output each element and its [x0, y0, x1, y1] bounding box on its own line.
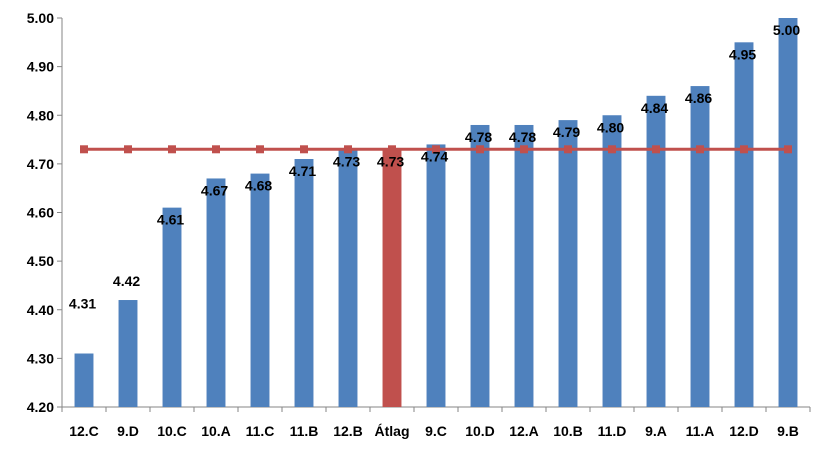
bar — [646, 95, 666, 408]
data-label: 4.80 — [597, 119, 624, 135]
data-label: 4.86 — [685, 90, 712, 106]
data-label: 4.78 — [465, 129, 492, 145]
data-label: 4.68 — [245, 178, 272, 194]
average-line-marker — [520, 145, 528, 154]
average-line-marker — [80, 145, 88, 154]
bar — [118, 300, 138, 407]
bar — [734, 42, 754, 407]
x-tick-label: 12.D — [729, 423, 759, 439]
data-label: 4.95 — [729, 46, 756, 62]
x-tick-label: 10.D — [465, 423, 495, 439]
x-tick-label: 12.B — [333, 423, 363, 439]
bar — [470, 124, 490, 407]
bar — [514, 124, 534, 407]
average-line-marker — [608, 145, 616, 154]
bar — [338, 149, 358, 407]
data-label: 4.84 — [641, 100, 668, 116]
y-tick-label: 4.70 — [27, 156, 54, 172]
bar — [74, 353, 94, 407]
bar-average — [382, 149, 402, 407]
x-tick-label: 10.B — [553, 423, 583, 439]
average-line-marker — [476, 145, 484, 154]
average-line-marker — [124, 145, 132, 154]
bar — [602, 115, 622, 407]
average-line-marker — [300, 145, 308, 154]
x-tick-label: 9.B — [777, 423, 799, 439]
x-tick-label: 11.A — [686, 423, 715, 439]
data-label: 4.74 — [421, 148, 448, 164]
data-label: 4.73 — [377, 153, 404, 169]
data-label: 4.73 — [333, 153, 360, 169]
x-tick-label: 9.A — [645, 423, 667, 439]
y-tick-label: 4.30 — [27, 350, 54, 366]
x-tick-label: 12.A — [509, 423, 539, 439]
x-tick-label: 9.C — [425, 423, 447, 439]
average-line-marker — [388, 145, 396, 154]
average-line-marker — [696, 145, 704, 154]
data-label: 4.78 — [509, 129, 536, 145]
y-tick-label: 4.60 — [27, 205, 54, 221]
bar — [426, 144, 446, 408]
y-tick-label: 4.20 — [27, 399, 54, 415]
average-line-marker — [564, 145, 572, 154]
bar — [690, 86, 710, 407]
data-label: 5.00 — [773, 22, 800, 38]
x-tick-label: Átlag — [375, 423, 410, 439]
bar — [206, 178, 226, 407]
y-tick-label: 4.50 — [27, 253, 54, 269]
data-label: 4.67 — [201, 182, 228, 198]
x-tick-label: 10.C — [157, 423, 187, 439]
data-label: 4.71 — [289, 163, 316, 179]
y-tick-label: 4.80 — [27, 107, 54, 123]
y-tick-label: 5.00 — [27, 10, 54, 26]
x-tick-label: 10.A — [201, 423, 231, 439]
bar — [778, 18, 798, 407]
data-label: 4.31 — [69, 296, 96, 312]
x-tick-label: 9.D — [117, 423, 139, 439]
y-tick-label: 4.90 — [27, 59, 54, 75]
bar — [558, 120, 578, 408]
average-line-marker — [784, 145, 792, 154]
average-line-marker — [344, 145, 352, 154]
data-label: 4.61 — [157, 212, 184, 228]
x-tick-label: 12.C — [69, 423, 99, 439]
x-tick-label: 11.D — [598, 423, 627, 439]
bar — [162, 207, 182, 407]
x-tick-label: 11.C — [246, 423, 275, 439]
data-label: 4.42 — [113, 273, 140, 289]
average-line-marker — [740, 145, 748, 154]
average-line-marker — [212, 145, 220, 154]
x-tick-label: 11.B — [290, 423, 319, 439]
average-line-marker — [432, 145, 440, 154]
average-line-marker — [256, 145, 264, 154]
bar — [250, 173, 270, 407]
bar — [294, 159, 314, 407]
y-tick-label: 4.40 — [27, 302, 54, 318]
average-line-marker — [168, 145, 176, 154]
data-label: 4.79 — [553, 124, 580, 140]
average-line-marker — [652, 145, 660, 154]
